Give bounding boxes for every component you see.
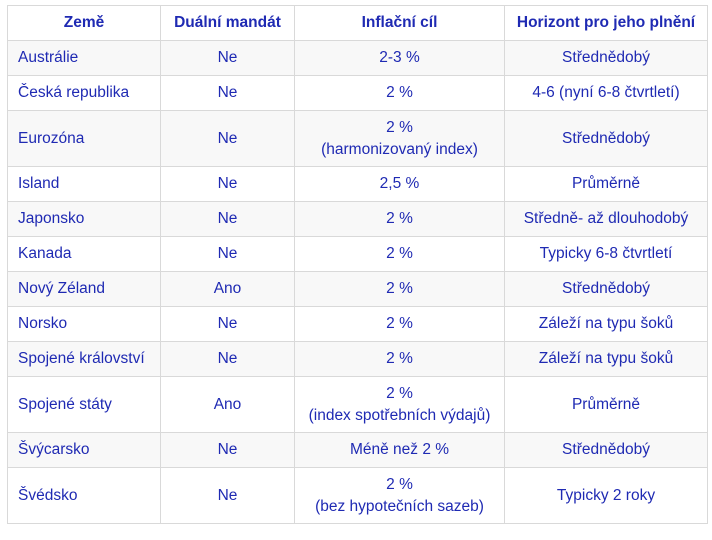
cell-inflation-target: 2-3 % [294,40,505,76]
table-row: Kanada Ne 2 % Typicky 6-8 čtvrtletí [7,236,708,272]
target-value: 2 % [386,210,413,227]
cell-horizon: Záleží na typu šoků [504,306,708,342]
cell-horizon: Střednědobý [504,110,708,167]
cell-inflation-target: 2 % (harmonizovaný index) [294,110,505,167]
cell-dual-mandate: Ne [160,201,295,237]
table-row: Spojené království Ne 2 % Záleží na typu šo… [7,341,708,377]
cell-inflation-target: 2 % (index spotřebních výdajů) [294,376,505,433]
cell-country: Island [7,166,161,202]
cell-horizon: Střednědobý [504,432,708,468]
cell-dual-mandate: Ne [160,110,295,167]
header-country: Země [7,5,161,41]
target-value: 2 % [386,118,413,136]
target-value: 2 % [386,350,413,367]
cell-inflation-target: 2 % [294,271,505,307]
target-note: (harmonizovaný index) [321,140,478,158]
cell-horizon: 4-6 (nyní 6-8 čtvrtletí) [504,75,708,111]
cell-dual-mandate: Ne [160,75,295,111]
cell-country: Švýcarsko [7,432,161,468]
cell-dual-mandate: Ne [160,432,295,468]
cell-horizon: Střednědobý [504,271,708,307]
inflation-targets-table: Země Duální mandát Inflační cíl Horizont… [7,5,708,524]
table-header: Země Duální mandát Inflační cíl Horizont… [7,5,708,41]
header-row: Země Duální mandát Inflační cíl Horizont… [7,5,708,41]
cell-dual-mandate: Ne [160,341,295,377]
target-value: 2 % [386,245,413,262]
cell-country: Švédsko [7,467,161,524]
cell-country: Spojené království [7,341,161,377]
header-dual-mandate: Duální mandát [160,5,295,41]
cell-inflation-target: 2 % [294,201,505,237]
target-note: (bez hypotečních sazeb) [315,497,484,515]
cell-country: Spojené státy [7,376,161,433]
cell-inflation-target: 2 % [294,306,505,342]
cell-horizon: Průměrně [504,376,708,433]
target-value: 2,5 % [379,175,420,192]
header-horizon: Horizont pro jeho plnění [504,5,708,41]
target-value: 2 % [386,315,413,332]
cell-horizon: Typicky 2 roky [504,467,708,524]
cell-horizon: Středně- až dlouhodobý [504,201,708,237]
table-row: Česká republika Ne 2 % 4-6 (nyní 6-8 čtvrtl… [7,75,708,111]
header-inflation-target: Inflační cíl [294,5,505,41]
table-row: Eurozóna Ne 2 % (harmonizovaný index) Středn… [7,110,708,167]
target-value: 2-3 % [379,49,420,66]
cell-inflation-target: 2 % [294,236,505,272]
target-value: 2 % [386,384,413,402]
table-row: Norsko Ne 2 % Záleží na typu šoků [7,306,708,342]
table-row: Island Ne 2,5 % Průměrně [7,166,708,202]
cell-country: Eurozóna [7,110,161,167]
cell-dual-mandate: Ano [160,376,295,433]
cell-country: Norsko [7,306,161,342]
target-value: 2 % [386,84,413,101]
cell-horizon: Typicky 6-8 čtvrtletí [504,236,708,272]
target-value: 2 % [386,280,413,297]
cell-inflation-target: 2 % (bez hypotečních sazeb) [294,467,505,524]
table-row: Nový Zéland Ano 2 % Střednědobý [7,271,708,307]
cell-dual-mandate: Ne [160,467,295,524]
cell-country: Nový Zéland [7,271,161,307]
cell-country: Kanada [7,236,161,272]
cell-horizon: Záleží na typu šoků [504,341,708,377]
cell-country: Japonsko [7,201,161,237]
cell-horizon: Průměrně [504,166,708,202]
cell-dual-mandate: Ne [160,40,295,76]
cell-inflation-target: Méně než 2 % [294,432,505,468]
cell-dual-mandate: Ne [160,306,295,342]
cell-inflation-target: 2,5 % [294,166,505,202]
table-row: Austrálie Ne 2-3 % Střednědobý [7,40,708,76]
table-body: Austrálie Ne 2-3 % Střednědobý Česká republi… [7,40,708,524]
cell-country: Česká republika [7,75,161,111]
target-value: 2 % [386,475,413,493]
cell-dual-mandate: Ne [160,236,295,272]
cell-dual-mandate: Ano [160,271,295,307]
table-row: Švýcarsko Ne Méně než 2 % Střednědobý [7,432,708,468]
cell-inflation-target: 2 % [294,75,505,111]
table-row: Švédsko Ne 2 % (bez hypotečních sazeb) Typic… [7,467,708,524]
cell-horizon: Střednědobý [504,40,708,76]
cell-country: Austrálie [7,40,161,76]
table-row: Spojené státy Ano 2 % (index spotřebních vý… [7,376,708,433]
target-value: Méně než 2 % [349,441,450,458]
target-note: (index spotřebních výdajů) [308,406,491,424]
cell-dual-mandate: Ne [160,166,295,202]
table-row: Japonsko Ne 2 % Středně- až dlouhodobý [7,201,708,237]
cell-inflation-target: 2 % [294,341,505,377]
